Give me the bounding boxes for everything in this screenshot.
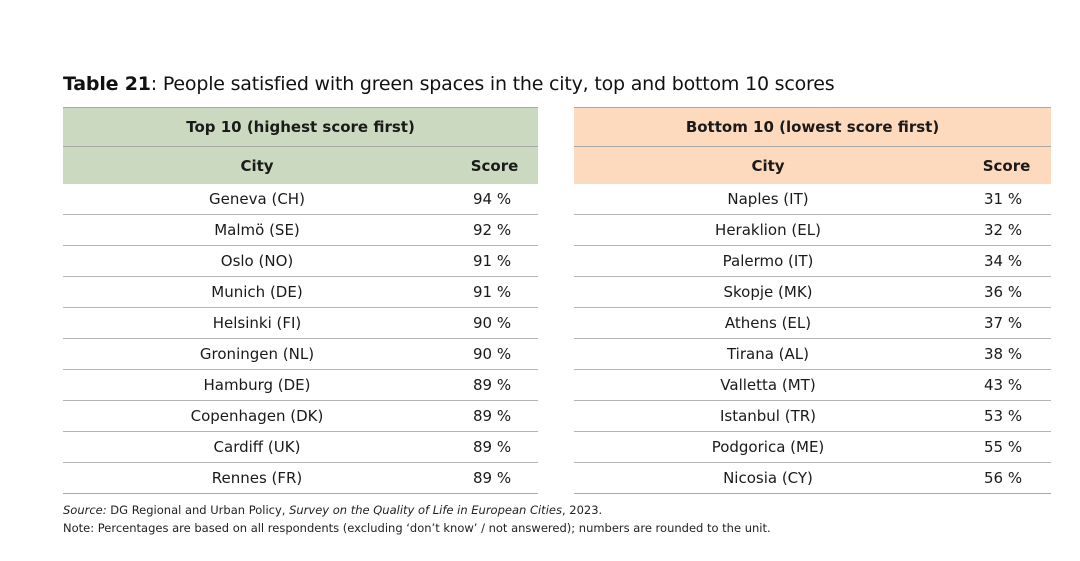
bottom-10-score-cell: 37 % xyxy=(962,307,1051,339)
bottom-10-row: Tirana (AL) 38 % xyxy=(574,338,1051,370)
bottom-10-table: Bottom 10 (lowest score first) City Scor… xyxy=(574,107,1051,494)
source-text-1: DG Regional and Urban Policy, xyxy=(106,503,290,517)
top-10-city-cell: Munich (DE) xyxy=(63,276,451,308)
bottom-10-row: Heraklion (EL) 32 % xyxy=(574,214,1051,246)
bottom-10-row: Naples (IT) 31 % xyxy=(574,184,1051,215)
source-label: Source: xyxy=(63,503,107,517)
top-10-city-cell: Helsinki (FI) xyxy=(63,307,451,339)
bottom-10-city-cell: Skopje (MK) xyxy=(574,276,962,308)
top-10-row: Copenhagen (DK) 89 % xyxy=(63,400,539,432)
top-10-score-cell: 89 % xyxy=(451,431,539,463)
bottom-10-row: Nicosia (CY) 56 % xyxy=(574,462,1051,494)
bottom-10-score-cell: 55 % xyxy=(962,431,1051,463)
source-text-2: , 2023. xyxy=(561,503,603,517)
top-10-score-cell: 90 % xyxy=(451,338,539,370)
source-note: Source: DG Regional and Urban Policy, Su… xyxy=(63,503,602,517)
top-10-score-cell: 91 % xyxy=(451,276,539,308)
bottom-10-city-cell: Tirana (AL) xyxy=(574,338,962,370)
top-10-city-cell: Rennes (FR) xyxy=(63,462,451,494)
bottom-10-city-cell: Naples (IT) xyxy=(574,184,962,215)
bottom-10-score-cell: 34 % xyxy=(962,245,1051,277)
top-10-city-cell: Geneva (CH) xyxy=(63,184,451,215)
top-10-score-cell: 89 % xyxy=(451,369,539,401)
bottom-10-score-cell: 32 % xyxy=(962,214,1051,246)
bottom-10-city-cell: Palermo (IT) xyxy=(574,245,962,277)
top-10-row: Oslo (NO) 91 % xyxy=(63,245,539,277)
top-10-score-cell: 89 % xyxy=(451,462,539,494)
top-10-row: Munich (DE) 91 % xyxy=(63,276,539,308)
bottom-10-row: Podgorica (ME) 55 % xyxy=(574,431,1051,463)
top-10-row: Cardiff (UK) 89 % xyxy=(63,431,539,463)
top-10-row: Malmö (SE) 92 % xyxy=(63,214,539,246)
bottom-10-city-cell: Istanbul (TR) xyxy=(574,400,962,432)
bottom-10-row: Skopje (MK) 36 % xyxy=(574,276,1051,308)
top-10-city-cell: Copenhagen (DK) xyxy=(63,400,451,432)
bottom-10-row: Istanbul (TR) 53 % xyxy=(574,400,1051,432)
methodology-note: Note: Percentages are based on all respo… xyxy=(63,521,771,535)
top-10-city-cell: Groningen (NL) xyxy=(63,338,451,370)
top-10-row: Helsinki (FI) 90 % xyxy=(63,307,539,339)
top-10-group-header: Top 10 (highest score first) xyxy=(63,107,539,147)
bottom-10-score-cell: 53 % xyxy=(962,400,1051,432)
top-10-row: Rennes (FR) 89 % xyxy=(63,462,539,494)
bottom-10-score-cell: 36 % xyxy=(962,276,1051,308)
bottom-10-city-cell: Nicosia (CY) xyxy=(574,462,962,494)
bottom-10-city-cell: Athens (EL) xyxy=(574,307,962,339)
source-title: Survey on the Quality of Life in Europea… xyxy=(289,503,562,517)
bottom-10-city-cell: Heraklion (EL) xyxy=(574,214,962,246)
top-10-city-cell: Malmö (SE) xyxy=(63,214,451,246)
top-10-score-cell: 94 % xyxy=(451,184,539,215)
bottom-10-row: Athens (EL) 37 % xyxy=(574,307,1051,339)
top-10-score-header: Score xyxy=(451,146,539,184)
top-10-score-cell: 92 % xyxy=(451,214,539,246)
top-10-table: Top 10 (highest score first) City Score … xyxy=(63,107,539,494)
top-10-city-cell: Cardiff (UK) xyxy=(63,431,451,463)
bottom-10-city-header: City xyxy=(574,146,962,184)
top-10-row: Geneva (CH) 94 % xyxy=(63,184,539,215)
top-10-city-cell: Hamburg (DE) xyxy=(63,369,451,401)
top-10-city-header: City xyxy=(63,146,451,184)
bottom-10-group-header: Bottom 10 (lowest score first) xyxy=(574,107,1051,147)
top-10-row: Groningen (NL) 90 % xyxy=(63,338,539,370)
top-10-score-cell: 90 % xyxy=(451,307,539,339)
bottom-10-score-cell: 43 % xyxy=(962,369,1051,401)
bottom-10-score-header: Score xyxy=(962,146,1051,184)
bottom-10-row: Valletta (MT) 43 % xyxy=(574,369,1051,401)
table-title-text: : People satisfied with green spaces in … xyxy=(150,73,835,95)
table-title-label: Table 21 xyxy=(63,73,151,95)
bottom-10-score-cell: 38 % xyxy=(962,338,1051,370)
bottom-10-city-cell: Podgorica (ME) xyxy=(574,431,962,463)
table-title: Table 21: People satisfied with green sp… xyxy=(63,73,835,95)
bottom-10-row: Palermo (IT) 34 % xyxy=(574,245,1051,277)
bottom-10-score-cell: 56 % xyxy=(962,462,1051,494)
top-10-city-cell: Oslo (NO) xyxy=(63,245,451,277)
top-10-score-cell: 91 % xyxy=(451,245,539,277)
bottom-10-city-cell: Valletta (MT) xyxy=(574,369,962,401)
bottom-10-score-cell: 31 % xyxy=(962,184,1051,215)
top-10-score-cell: 89 % xyxy=(451,400,539,432)
top-10-row: Hamburg (DE) 89 % xyxy=(63,369,539,401)
